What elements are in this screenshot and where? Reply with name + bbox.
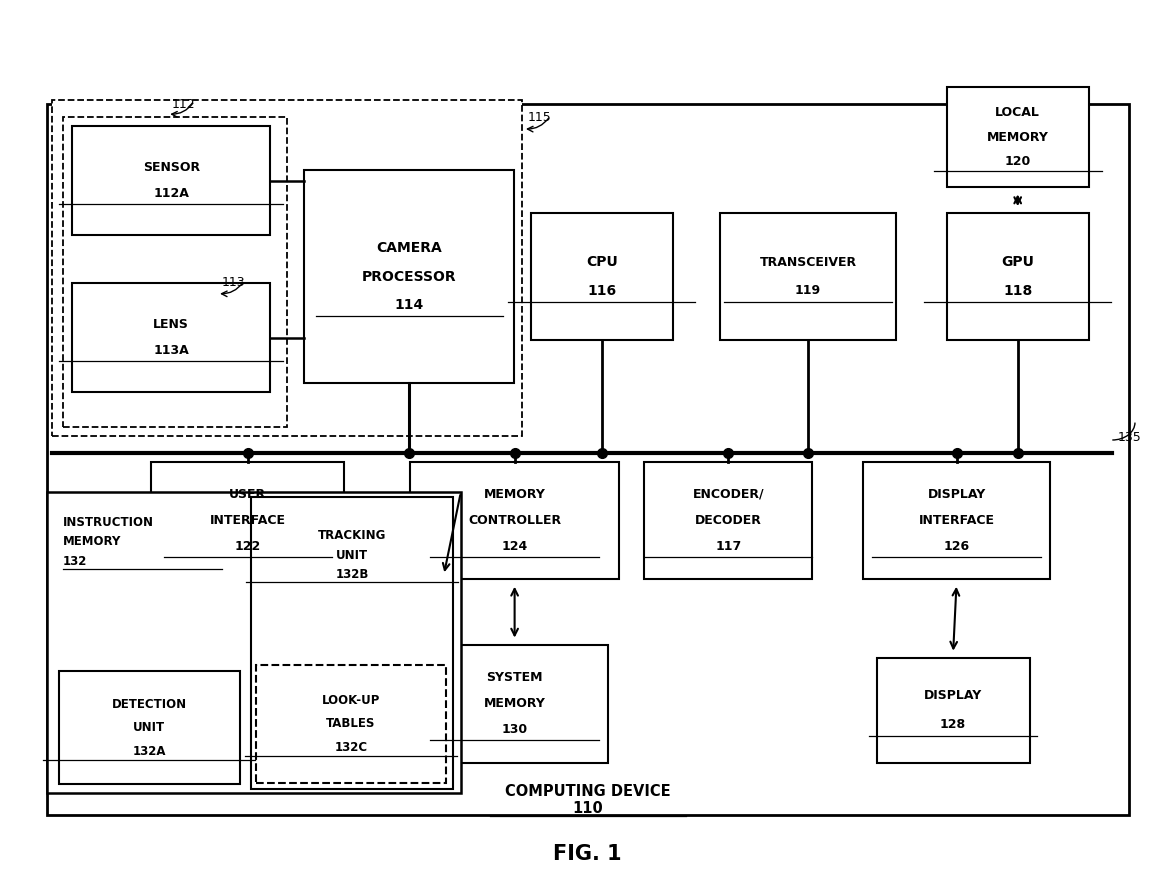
Text: CONTROLLER: CONTROLLER	[468, 514, 561, 527]
Text: TRACKING: TRACKING	[317, 530, 386, 542]
Bar	[47, 492, 461, 793]
Bar	[876, 658, 1029, 762]
Bar	[152, 462, 344, 579]
Text: 110: 110	[573, 801, 603, 817]
Text: LENS: LENS	[153, 318, 190, 331]
Text: COMPUTING DEVICE: COMPUTING DEVICE	[505, 784, 670, 799]
Text: 132: 132	[63, 554, 87, 568]
Text: 132B: 132B	[336, 568, 369, 581]
Text: MEMORY: MEMORY	[63, 536, 122, 548]
Text: CAMERA: CAMERA	[376, 241, 442, 255]
Bar	[305, 170, 514, 384]
Text: 130: 130	[501, 723, 528, 737]
Bar	[644, 462, 812, 579]
Text: 113A: 113A	[153, 344, 189, 357]
Bar	[72, 126, 270, 235]
Text: MEMORY: MEMORY	[484, 697, 545, 710]
Bar	[409, 462, 620, 579]
Bar	[47, 105, 1129, 815]
Text: CPU: CPU	[586, 255, 618, 269]
Text: MEMORY: MEMORY	[484, 488, 545, 501]
Text: GPU: GPU	[1002, 255, 1034, 269]
Text: 115: 115	[528, 112, 551, 124]
Bar	[255, 665, 446, 782]
Text: DECODER: DECODER	[695, 514, 761, 527]
Bar	[946, 87, 1089, 187]
Text: INTERFACE: INTERFACE	[209, 514, 286, 527]
Text: 118: 118	[1003, 284, 1033, 298]
Text: LOOK-UP: LOOK-UP	[322, 693, 380, 707]
Text: 112A: 112A	[153, 187, 190, 201]
Text: UNIT: UNIT	[133, 721, 166, 734]
Text: 122: 122	[235, 540, 261, 554]
Text: INSTRUCTION: INSTRUCTION	[63, 517, 154, 529]
Bar	[52, 100, 522, 436]
Text: 120: 120	[1005, 155, 1030, 168]
Text: 128: 128	[940, 718, 966, 731]
Bar	[421, 645, 608, 762]
Text: 113: 113	[222, 276, 245, 290]
Text: SENSOR: SENSOR	[143, 161, 200, 174]
Text: 132A: 132A	[132, 744, 166, 758]
Text: UNIT: UNIT	[336, 548, 368, 561]
Text: ENCODER/: ENCODER/	[692, 488, 764, 501]
Text: DISPLAY: DISPLAY	[927, 488, 986, 501]
Bar	[59, 671, 240, 784]
Text: PROCESSOR: PROCESSOR	[362, 269, 457, 283]
Text: DISPLAY: DISPLAY	[923, 689, 982, 702]
Text: 126: 126	[943, 540, 969, 554]
Text: 116: 116	[588, 284, 616, 298]
Text: TABLES: TABLES	[327, 717, 376, 730]
Text: DETECTION: DETECTION	[112, 698, 186, 711]
Text: 112: 112	[171, 99, 196, 112]
Text: INTERFACE: INTERFACE	[919, 514, 995, 527]
Bar	[251, 496, 453, 788]
Bar	[946, 213, 1089, 340]
Bar	[72, 283, 270, 392]
Text: 114: 114	[394, 298, 424, 312]
Text: FIG. 1: FIG. 1	[553, 844, 622, 864]
Text: MEMORY: MEMORY	[987, 130, 1049, 143]
Text: 132C: 132C	[335, 741, 368, 754]
Text: LOCAL: LOCAL	[995, 106, 1040, 119]
Bar	[63, 118, 288, 427]
Text: 135: 135	[1118, 431, 1142, 444]
Text: USER: USER	[229, 488, 267, 501]
Text: 124: 124	[501, 540, 528, 554]
Bar	[720, 213, 896, 340]
Text: 119: 119	[795, 284, 821, 297]
Bar	[862, 462, 1050, 579]
Text: TRANSCEIVER: TRANSCEIVER	[759, 256, 857, 268]
Text: SYSTEM: SYSTEM	[486, 671, 543, 684]
Bar	[531, 213, 673, 340]
Text: 117: 117	[715, 540, 742, 554]
